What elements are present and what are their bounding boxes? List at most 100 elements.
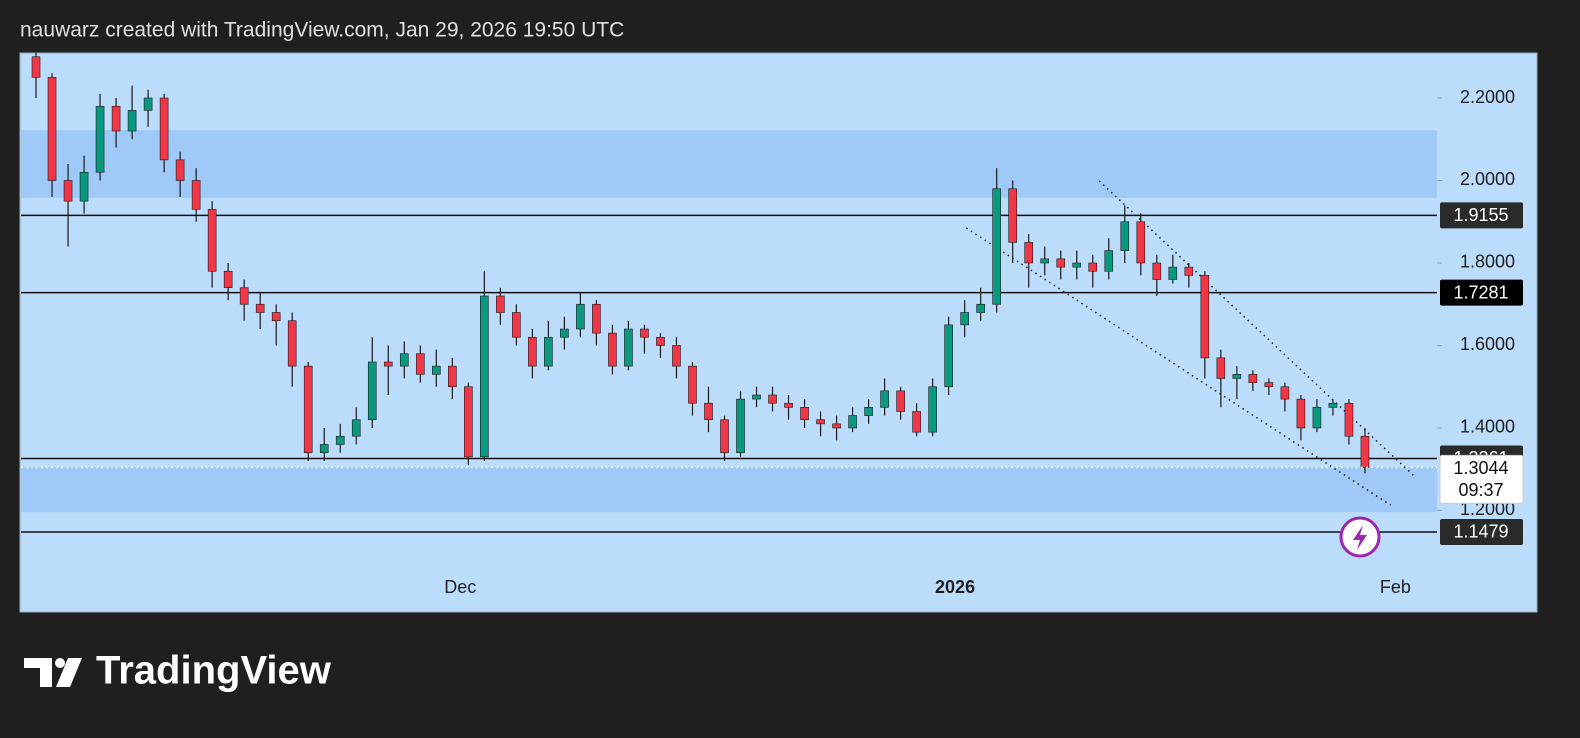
zone xyxy=(21,130,1437,198)
candle-body xyxy=(768,394,777,404)
candle-body xyxy=(1248,374,1258,383)
candle-body xyxy=(255,303,265,313)
candle-body xyxy=(143,97,153,111)
candle-body xyxy=(480,295,489,458)
level-label: 1.9155 xyxy=(1453,205,1508,225)
brand-name: TradingView xyxy=(96,649,332,693)
candle-body xyxy=(1120,221,1130,251)
candle-body xyxy=(287,320,297,367)
candle-body xyxy=(431,365,441,375)
candle-body xyxy=(1216,357,1226,379)
candle-body xyxy=(1328,402,1338,408)
candle-body xyxy=(63,180,73,202)
candle-body xyxy=(992,188,1001,305)
trend-line xyxy=(965,227,1391,506)
candle-body xyxy=(175,159,185,181)
level-label: 1.7281 xyxy=(1453,282,1508,302)
candle-body xyxy=(1088,262,1098,272)
candle-body xyxy=(544,336,553,367)
candle-body xyxy=(1184,266,1194,276)
candle-body xyxy=(159,97,169,161)
candle-body xyxy=(1264,382,1274,388)
candle-body xyxy=(111,105,121,132)
candle-body xyxy=(832,423,841,429)
y-tick-label: 1.4000 xyxy=(1460,417,1515,437)
zone xyxy=(21,466,1437,513)
candle-body xyxy=(880,390,889,408)
candle-body xyxy=(239,287,249,305)
candle-body xyxy=(1296,398,1306,429)
candle-body xyxy=(271,312,281,322)
flash-icon[interactable] xyxy=(1339,516,1381,558)
candle-body xyxy=(303,365,313,454)
candle-body xyxy=(656,336,665,346)
candle-body xyxy=(512,312,521,338)
candle-body xyxy=(1024,242,1034,264)
candle-body xyxy=(736,398,745,454)
candle-body xyxy=(351,419,361,437)
y-tick-label: 1.8000 xyxy=(1460,252,1515,272)
candle-body xyxy=(1360,435,1370,468)
candle-body xyxy=(95,105,105,173)
candle-body xyxy=(207,209,217,272)
level-label: 1.1479 xyxy=(1453,522,1508,542)
y-tick-label: 1.2000 xyxy=(1460,499,1515,519)
candle-body xyxy=(576,303,585,330)
candle-body xyxy=(752,394,761,400)
candle-body xyxy=(319,444,329,454)
candle-body xyxy=(383,361,393,367)
candle-body xyxy=(640,328,649,338)
candle-body xyxy=(560,328,569,338)
candle-body xyxy=(976,303,985,313)
candle-body xyxy=(1168,266,1178,280)
candle-body xyxy=(624,328,633,367)
brand-logo xyxy=(24,658,82,687)
candle-body xyxy=(399,353,409,367)
candle-body xyxy=(464,386,473,458)
candle-body xyxy=(704,402,713,421)
candle-body xyxy=(912,411,921,433)
x-tick-label: 2026 xyxy=(935,577,975,597)
candle-body xyxy=(672,345,681,367)
last-price-badge xyxy=(1439,454,1524,504)
level-badge xyxy=(1440,202,1523,229)
y-tick-label: 2.0000 xyxy=(1460,169,1515,189)
y-tick-label: 2.2000 xyxy=(1460,87,1515,107)
candle-body xyxy=(864,407,873,416)
candle-body xyxy=(1280,386,1290,400)
x-tick-label: Feb xyxy=(1380,577,1411,597)
candle-body xyxy=(47,77,57,181)
candle-body xyxy=(79,171,89,202)
candle-body xyxy=(896,390,905,412)
header-text: nauwarz created with TradingView.com, Ja… xyxy=(20,19,624,42)
candle-body xyxy=(335,435,345,445)
candle-body xyxy=(1040,258,1050,264)
candle-body xyxy=(784,402,793,408)
candle-body xyxy=(528,336,537,367)
level-badge xyxy=(1440,279,1523,306)
last-price-label: 1.3044 xyxy=(1453,458,1508,478)
candle-body xyxy=(800,407,809,421)
y-tick-label: 1.6000 xyxy=(1460,334,1515,354)
candle-body xyxy=(1344,402,1354,437)
candle-body xyxy=(720,419,729,454)
candle-body xyxy=(191,180,201,210)
candle-body xyxy=(1104,250,1114,272)
candle-body xyxy=(223,270,233,289)
candle-body xyxy=(1152,262,1162,280)
candle-body xyxy=(688,365,697,404)
candle-body xyxy=(1232,374,1242,379)
candle-body xyxy=(448,365,457,388)
countdown-label: 09:37 xyxy=(1458,480,1503,500)
candle-body xyxy=(127,110,137,132)
plot: 1.2000 1.4000 1.6000 1.8000 2.0000 2.2000 Dec 2… xyxy=(21,52,1524,597)
candle-body xyxy=(848,415,857,429)
candle-body xyxy=(1312,407,1322,429)
candle-body xyxy=(415,353,425,375)
candle-body xyxy=(31,56,41,78)
x-tick-label: Dec xyxy=(444,577,476,597)
candle-body xyxy=(1072,262,1082,268)
candle-body xyxy=(816,419,825,425)
